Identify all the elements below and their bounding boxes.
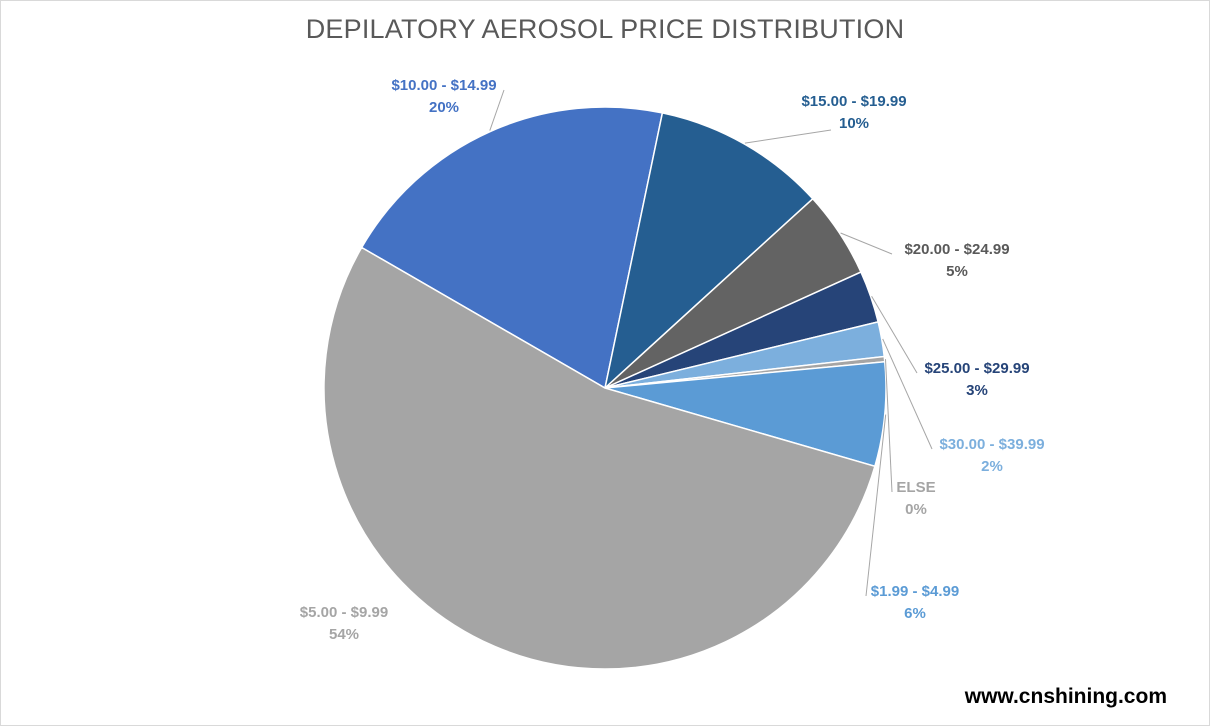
leader-line-5 xyxy=(885,359,893,493)
leader-line-4 xyxy=(882,338,933,450)
slice-value-label: 20% xyxy=(429,99,459,116)
slice-value-label: 0% xyxy=(905,501,927,518)
pie-slices xyxy=(323,106,887,670)
slice-value-label: 6% xyxy=(904,605,926,622)
data-labels: $10.00 - $14.99 20% $15.00 - $19.99 10% $20.… xyxy=(300,77,1045,643)
leader-line-2 xyxy=(840,232,893,255)
leader-line-0 xyxy=(489,89,505,131)
slice-category-label: $10.00 - $14.99 xyxy=(391,77,496,94)
chart-title: DEPILATORY AEROSOL PRICE DISTRIBUTION xyxy=(305,14,905,44)
slice-value-label: 54% xyxy=(329,626,359,643)
leader-line-6 xyxy=(865,414,887,597)
pie-slice-1 xyxy=(603,112,814,391)
pie-slice-7 xyxy=(323,246,876,670)
leader-line-3 xyxy=(871,295,918,374)
slice-value-label: 10% xyxy=(839,115,869,132)
pie-slice-0 xyxy=(360,106,664,390)
slice-category-label: $5.00 - $9.99 xyxy=(300,604,388,621)
leader-lines xyxy=(489,89,933,597)
slice-category-label: $15.00 - $19.99 xyxy=(801,93,906,110)
slice-category-label: ELSE xyxy=(896,479,935,496)
slice-value-label: 2% xyxy=(981,458,1003,475)
slice-category-label: $25.00 - $29.99 xyxy=(924,360,1029,377)
leader-line-1 xyxy=(744,129,832,144)
slice-value-label: 3% xyxy=(966,382,988,399)
slice-value-label: 5% xyxy=(946,263,968,280)
slice-category-label: $20.00 - $24.99 xyxy=(904,241,1009,258)
watermark-text: www.cnshining.com xyxy=(964,685,1167,708)
slice-category-label: $1.99 - $4.99 xyxy=(871,583,959,600)
slice-category-label: $30.00 - $39.99 xyxy=(939,436,1044,453)
